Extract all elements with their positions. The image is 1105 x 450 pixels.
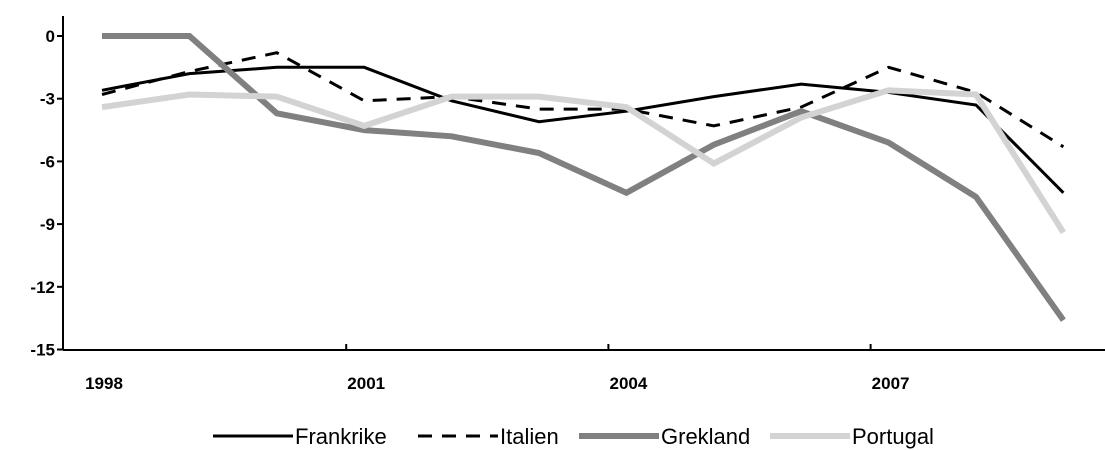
y-tick-label: -3 (40, 90, 55, 109)
y-tick-label: -12 (30, 278, 55, 297)
legend-label: Frankrike (295, 424, 387, 449)
legend: Frankrike Italien Grekland Portugal (213, 424, 934, 449)
y-tick-label: -9 (40, 215, 55, 234)
legend-item-italien: Italien (418, 424, 559, 449)
y-tick-label: -6 (40, 152, 55, 171)
legend-item-grekland: Grekland (579, 424, 750, 449)
legend-label: Italien (500, 424, 559, 449)
x-tick-label: 2004 (609, 374, 647, 393)
plot-lines (101, 33, 1066, 322)
axes: 0 -3 -6 -9 -12 -15 1998 2001 2004 2007 (30, 16, 1105, 393)
legend-label: Grekland (661, 424, 750, 449)
y-tick-label: 0 (46, 27, 55, 46)
x-tick-label: 2001 (347, 374, 385, 393)
legend-label: Portugal (852, 424, 934, 449)
series-line-portugal (101, 87, 1066, 235)
series-line-grekland (102, 33, 1066, 322)
legend-item-frankrike: Frankrike (213, 424, 387, 449)
x-tick-label: 1998 (85, 374, 123, 393)
x-tick-label: 2007 (872, 374, 910, 393)
y-tick-label: -15 (30, 341, 55, 360)
legend-item-portugal: Portugal (770, 424, 934, 449)
series-line-frankrike (101, 65, 1065, 194)
